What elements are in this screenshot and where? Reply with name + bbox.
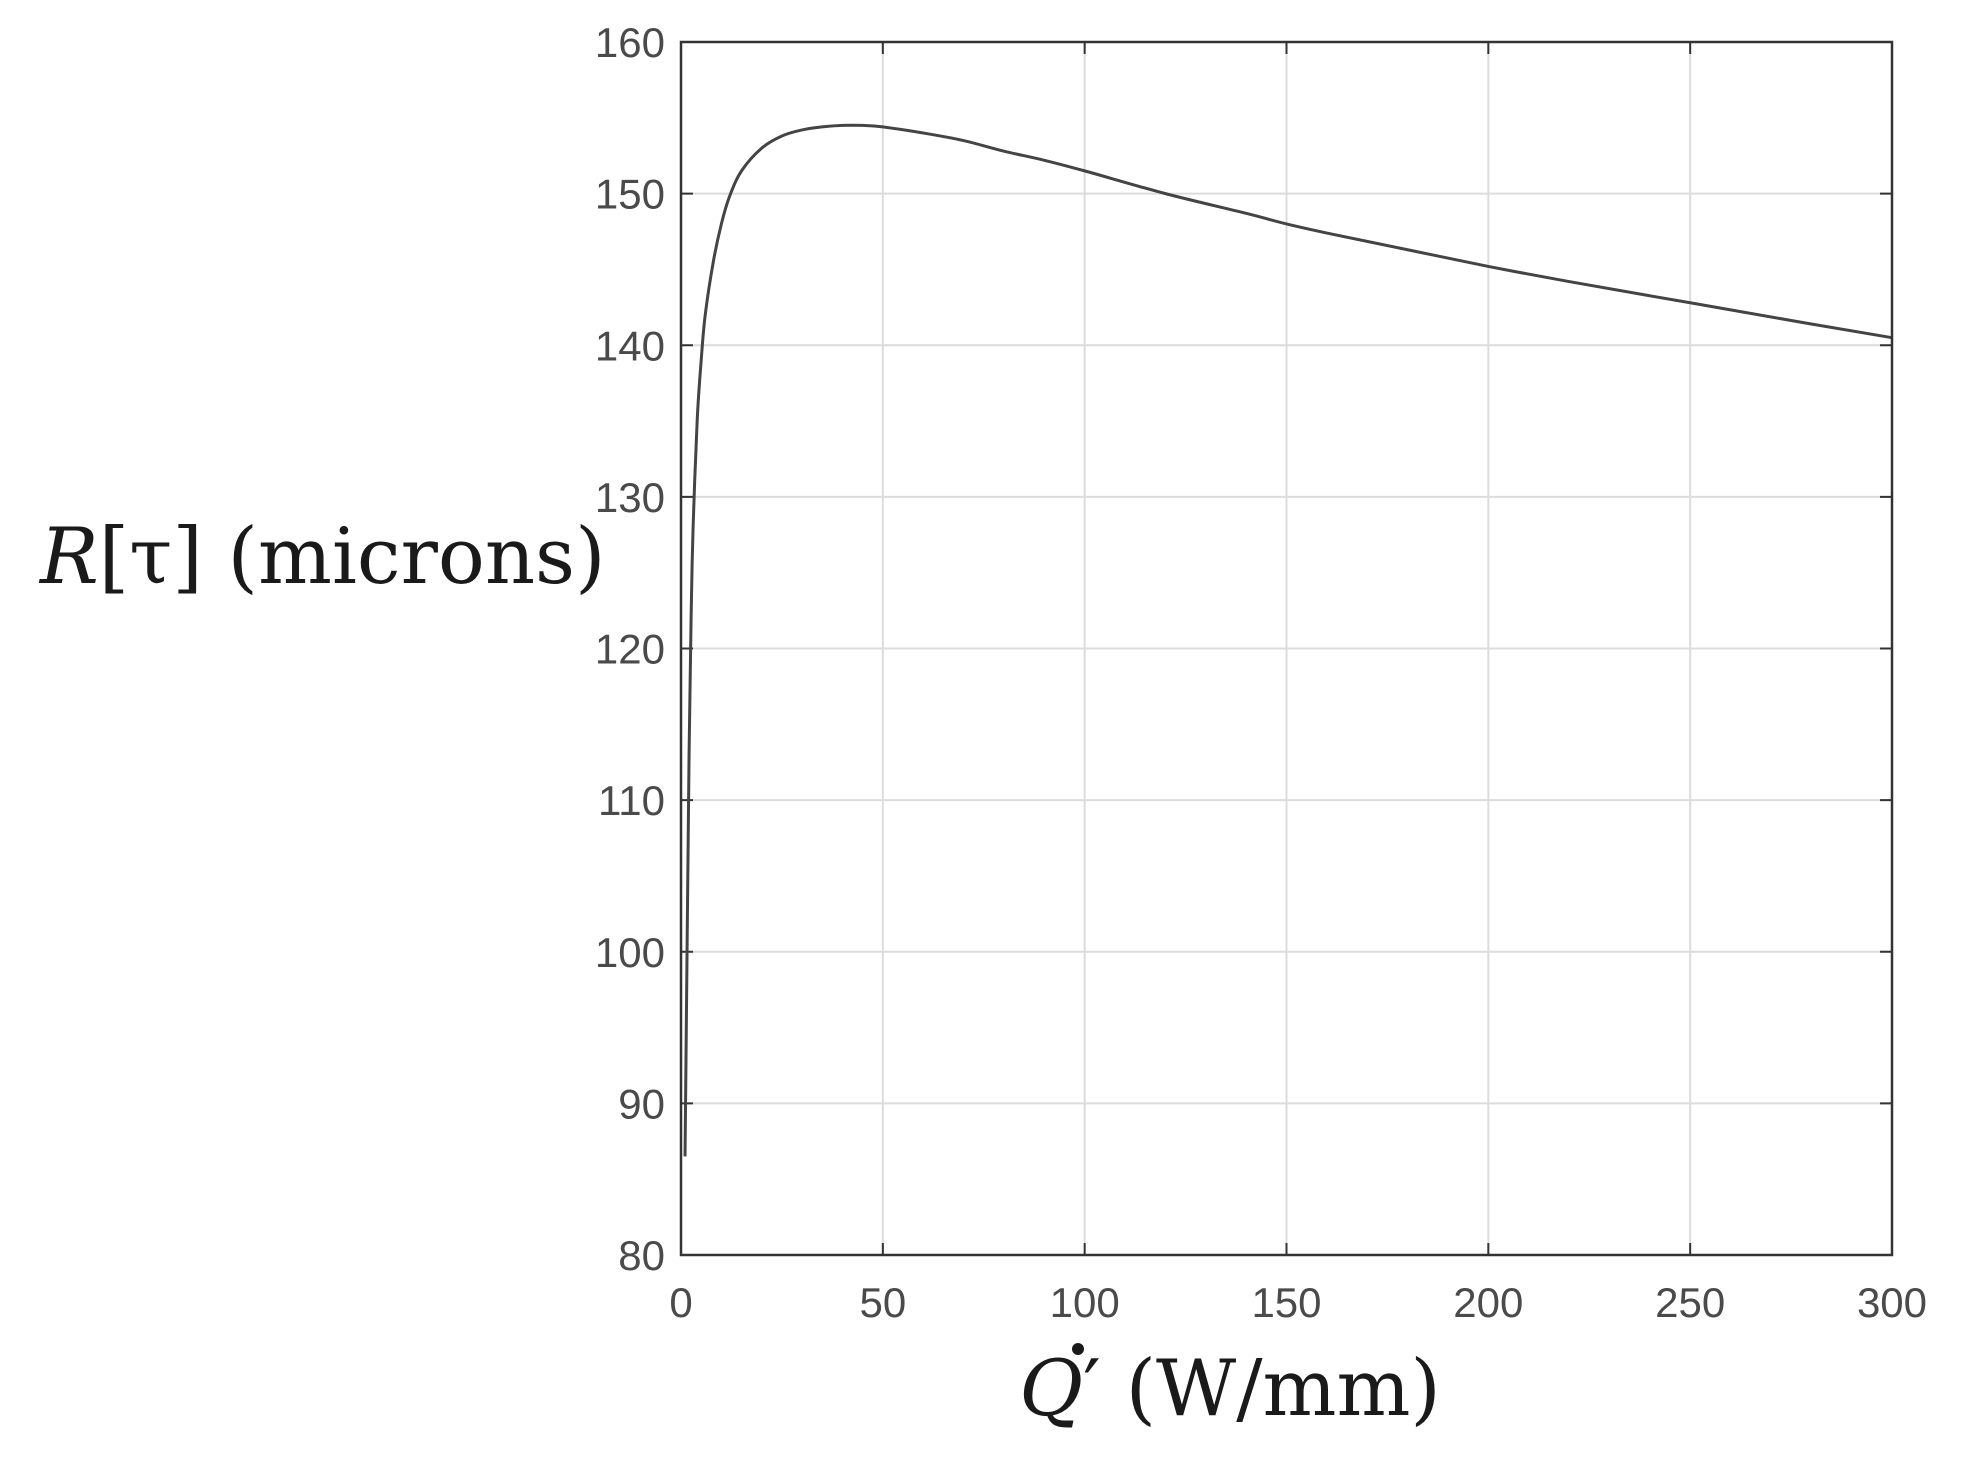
y-tick-label: 100 [595, 929, 665, 976]
y-tick-label: 90 [618, 1080, 665, 1127]
plot-frame [679, 40, 1894, 1257]
y-tick-labels: 80 90 100 110 120 130 140 150 160 [595, 19, 665, 1279]
x-tick-label: 200 [1453, 1279, 1523, 1326]
x-axis-var: Q [1019, 1344, 1083, 1434]
x-tick-labels: 0 50 100 150 200 250 300 [669, 1279, 1927, 1326]
y-tick-label: 120 [595, 626, 665, 673]
x-tick-label: 100 [1050, 1279, 1120, 1326]
x-axis-title: Q′ (W/mm) [1019, 1344, 1441, 1434]
q-dot-accent [1072, 1343, 1084, 1355]
x-axis-prime: ′ [1083, 1344, 1101, 1434]
y-tick-label: 110 [598, 777, 665, 824]
x-tick-label: 50 [859, 1279, 906, 1326]
x-tick-label: 150 [1251, 1279, 1321, 1326]
y-tick-label: 160 [595, 19, 665, 66]
grid-lines [681, 42, 1892, 1255]
y-tick-label: 130 [595, 474, 665, 521]
series-line-0 [683, 123, 1893, 1157]
series-layer [683, 123, 1893, 1157]
y-tick-label: 80 [618, 1232, 665, 1279]
y-axis-var: R [38, 512, 99, 602]
y-axis-title: R[τ] (microns) [38, 512, 606, 602]
x-tick-label: 250 [1655, 1279, 1725, 1326]
x-tick-label: 300 [1857, 1279, 1927, 1326]
y-tick-label: 150 [595, 171, 665, 218]
x-tick-label: 0 [669, 1279, 692, 1326]
y-tick-label: 140 [595, 322, 665, 369]
x-axis-unit: (W/mm) [1101, 1344, 1441, 1434]
y-axis-arg: [τ] [99, 512, 203, 602]
y-axis-unit: (microns) [203, 512, 606, 602]
